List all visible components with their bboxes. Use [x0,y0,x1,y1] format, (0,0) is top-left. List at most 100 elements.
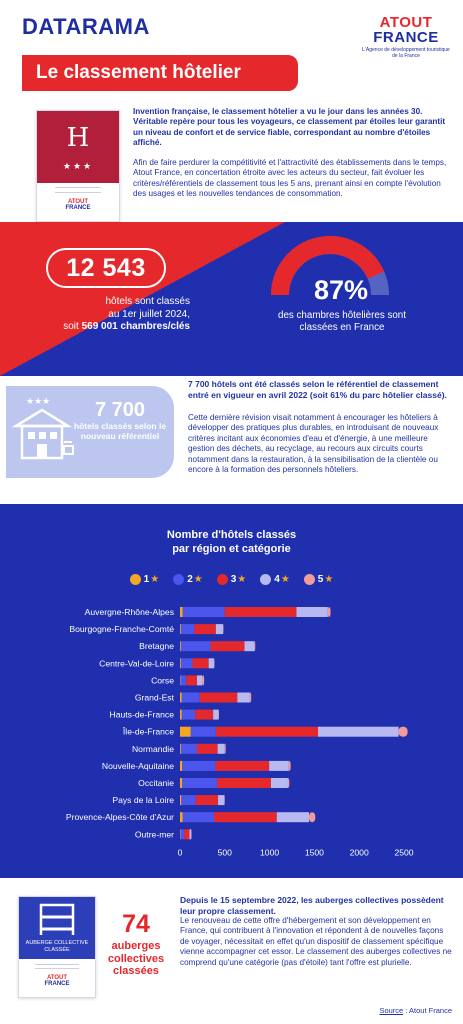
bar-segment-2-star [181,709,196,720]
legend-swatch [260,574,272,585]
auberges-count-label: auberges collectives classées [107,940,165,977]
legend-label: 4 [274,574,280,585]
bar-segment-3-star [195,709,214,720]
regional-bar-chart: Auvergne-Rhône-Alpes Bourgogne-Franche-Co… [66,607,414,857]
plaque-logo-line2: FRANCE [65,205,91,211]
star-icon: ★ [237,574,247,585]
bar-segment-3-star [215,726,318,737]
bar-segment-4-star [269,760,289,771]
bar-segment-5-star [202,675,205,686]
category-label: Île-de-France [122,727,174,737]
bar-segment-1-star [180,658,181,669]
x-tick-label: 1000 [260,847,279,857]
source-value: Atout France [409,1006,452,1015]
bar-segment-1-star [180,624,181,635]
brand-title: DATARAMA [22,14,150,39]
category-label: Corse [151,675,174,685]
bar-segment-1-star [180,607,183,617]
bar-segment-5-star [327,607,331,617]
legend-swatch [129,574,141,585]
bar-segment-2-star [180,658,193,669]
plaque-logo: ATOUT FRANCE [37,199,119,211]
bar-segment-5-star [398,726,408,737]
atout-france-logo: ATOUT FRANCE L'Agence de développement t… [360,15,452,59]
star-icon: ★ [324,574,334,585]
auberge-plaque-blue-area: AUBERGE COLLECTIVE CLASSÉE [19,897,95,959]
legend-swatch [303,574,315,585]
bar-segment-4-star [270,778,288,788]
chart-title: Nombre d'hôtels classés par région et ca… [0,528,463,556]
category-label: Centre-Val-de-Loire [99,658,174,668]
x-tick-label: 500 [218,847,233,857]
bar-segment-1-star [180,812,183,823]
bar-segment-2-star [180,624,195,635]
bar-segment-3-star [199,692,238,703]
bar-segment-1-star [180,795,182,806]
category-label: Occitanie [138,778,174,788]
star-icon: ★ [150,574,160,585]
bar-segment-5-star [288,760,291,771]
auberge-logo-line1: ATOUT [46,975,68,981]
bar-segment-5-star [224,743,226,754]
plaque-logo-line1: ATOUT [67,199,89,205]
gauge-fill [271,236,385,296]
bar-segment-4-star [217,743,225,754]
bar-segment-4-star [317,726,399,737]
hotels-label: hôtels sont classés au 1er juillet 2024,… [20,296,190,334]
bar-segment-5-star [309,812,316,823]
bar-segment-3-star [192,658,209,669]
source-label: Source [379,1006,404,1015]
category-label: Hauts-de-France [110,710,175,720]
auberges-bold-text: Depuis le 15 septembre 2022, les auberge… [180,895,444,916]
revision-body-text: Cette dernière révision visait notamment… [188,413,439,475]
bar-segment-3-star [214,812,277,823]
bar-segment-4-star [208,658,215,669]
category-label: Grand-Est [135,693,175,703]
x-tick-label: 2500 [394,847,413,857]
legend-item-3-star: 3 ★ [216,574,247,585]
bar-segment-2-star [180,829,185,840]
star-icon: ★ [193,574,203,585]
hotels-count-pill: 12 543 [46,248,166,288]
bar-segment-4-star [244,641,255,652]
bar-segment-1-star [180,692,182,703]
bar-segment-3-star [186,675,198,686]
x-tick-label: 2000 [350,847,369,857]
bar-segment-5-star [249,692,252,703]
hotel-building-icon: ★★★ [11,397,74,460]
legend-swatch [173,574,185,585]
page-title: Le classement hôtelier [36,62,241,83]
bar-segment-4-star [215,624,224,635]
auberges-body-text: Le renouveau de cette offre d'hébergemen… [180,916,452,967]
x-tick-label: 1500 [305,847,324,857]
bar-segment-1-star [180,726,191,737]
hotels-label-line3: soit 569 001 chambres/clés [20,321,190,334]
bar-segment-2-star [181,692,200,703]
bar-segment-3-star [184,829,190,840]
source-note: Source : Atout France [379,1006,452,1015]
logo-line2: FRANCE [373,29,439,46]
bar-segment-3-star [215,760,270,771]
bar-segment-4-star [237,692,250,703]
bar-segment-3-star [210,641,245,652]
bar-segment-3-star [194,624,216,635]
auberge-plaque-logo: ATOUT FRANCE [19,975,95,987]
legend-item-2-star: 2 ★ [173,574,203,585]
bar-segment-4-star [213,709,219,720]
chart-title-line1: Nombre d'hôtels classés [166,529,297,541]
legend-swatch [216,574,228,585]
revision-bold-text: 7 700 hôtels ont été classés selon le ré… [188,379,447,400]
category-label: Normandie [132,744,174,754]
logo-line1: ATOUT [379,14,433,31]
bar-segment-2-star [180,743,198,754]
bar-segment-2-star [182,760,216,771]
plaque-red-area [37,111,119,183]
legend-label: 3 [230,574,237,585]
legend-item-5-star: 5 ★ [303,574,334,585]
auberges-count: 74 [122,910,150,938]
auberge-logo-line2: FRANCE [44,981,70,987]
auberge-plaque-label: AUBERGE COLLECTIVE CLASSÉE [25,940,89,953]
legend-item-4-star: 4 ★ [260,574,290,585]
svg-text:★★★: ★★★ [26,397,50,407]
bar-segment-4-star [189,829,192,840]
